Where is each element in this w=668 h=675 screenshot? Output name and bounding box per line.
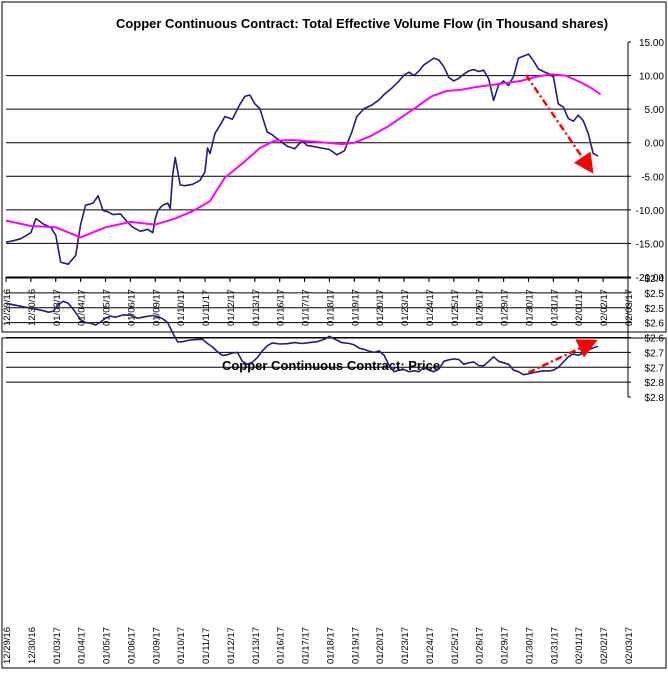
x-tick-label: 01/23/17 bbox=[400, 627, 411, 664]
x-tick-label: 02/01/17 bbox=[574, 627, 585, 664]
x-tick-label: 12/29/16 bbox=[2, 627, 13, 664]
x-tick-label: 01/18/17 bbox=[325, 627, 336, 664]
x-tick-label: 01/10/17 bbox=[176, 627, 187, 664]
x-tick-label: 01/09/17 bbox=[151, 627, 162, 664]
y-tick-label: $2.6 bbox=[645, 334, 665, 345]
chart-title: Copper Continuous Contract: Total Effect… bbox=[116, 16, 608, 31]
x-tick-label: 02/03/17 bbox=[624, 627, 635, 664]
y-tick-label: 10.00 bbox=[639, 72, 664, 83]
trend-arrow bbox=[527, 339, 598, 374]
x-tick-label: 01/31/17 bbox=[549, 627, 560, 664]
y-tick-label: $2.7 bbox=[645, 363, 665, 374]
y-tick-label: -10.00 bbox=[636, 206, 665, 217]
x-tick-label: 01/17/17 bbox=[301, 627, 312, 664]
volume-flow-panel: Copper Continuous Contract: Total Effect… bbox=[1, 1, 667, 333]
y-tick-label: -20.00 bbox=[636, 273, 665, 284]
y-tick-label: 5.00 bbox=[645, 105, 665, 116]
moving-average-line bbox=[5, 73, 602, 239]
x-tick-label: 01/25/17 bbox=[450, 627, 461, 664]
x-tick-label: 01/24/17 bbox=[425, 627, 436, 664]
x-tick-label: 01/20/17 bbox=[375, 627, 386, 664]
panel-frame bbox=[1, 337, 667, 669]
x-tick-label: 01/26/17 bbox=[475, 627, 486, 664]
x-tick-label: 01/19/17 bbox=[350, 627, 361, 664]
trend-arrow bbox=[524, 74, 594, 174]
x-tick-label: 01/11/17 bbox=[201, 628, 212, 664]
y-tick-label: 15.00 bbox=[639, 38, 664, 49]
x-tick-label: 01/06/17 bbox=[126, 627, 137, 664]
x-tick-label: 01/13/17 bbox=[251, 627, 262, 664]
x-tick-label: 01/05/17 bbox=[102, 627, 113, 664]
y-tick-label: $2.6 bbox=[645, 319, 665, 330]
x-tick-label: 01/04/17 bbox=[77, 627, 88, 664]
y-tick-label: -5.00 bbox=[641, 172, 664, 183]
x-tick-label: 01/16/17 bbox=[276, 627, 287, 664]
y-tick-label: $2.5 bbox=[645, 289, 665, 300]
y-tick-label: 0.00 bbox=[645, 139, 665, 150]
x-tick-label: 01/12/17 bbox=[226, 627, 237, 664]
y-tick-label: $2.8 bbox=[645, 378, 665, 389]
y-tick-label: $2.5 bbox=[645, 304, 665, 315]
price-line bbox=[5, 300, 599, 376]
y-tick-label: -15.00 bbox=[636, 239, 665, 250]
x-tick-label: 01/03/17 bbox=[52, 627, 63, 664]
y-tick-label: $2.4 bbox=[645, 274, 665, 285]
price-panel: Copper Continuous Contract: Price $2.8 $2… bbox=[1, 274, 667, 669]
panel-frame bbox=[1, 1, 667, 333]
y-tick-label: $2.7 bbox=[645, 348, 665, 359]
x-tick-label: 02/02/17 bbox=[599, 627, 610, 664]
x-tick-label: 12/30/16 bbox=[27, 627, 38, 664]
x-tick-label: 01/30/17 bbox=[524, 627, 535, 664]
y-tick-label: $2.8 bbox=[645, 393, 665, 404]
x-tick-label: 01/29/17 bbox=[500, 627, 511, 664]
chart-title: Copper Continuous Contract: Price bbox=[222, 358, 440, 373]
